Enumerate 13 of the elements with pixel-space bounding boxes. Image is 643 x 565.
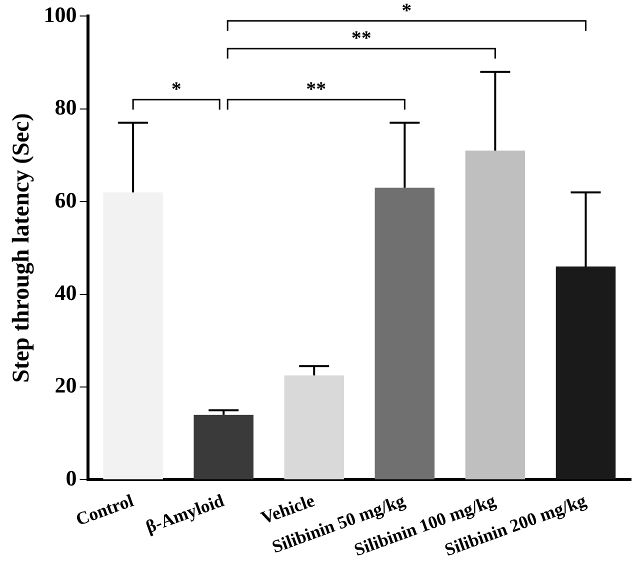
y-tick-label: 40 [54, 280, 77, 305]
x-tick-label: Control [73, 490, 136, 530]
y-tick-label: 100 [44, 2, 77, 27]
y-tick-label: 60 [54, 187, 77, 212]
annotation: * [171, 78, 182, 101]
annotation: * [402, 0, 412, 22]
y-tick-label: 80 [54, 94, 77, 120]
y-tick-label: 0 [66, 465, 77, 490]
y-tick-label: 20 [54, 372, 77, 398]
x-tick-label: Vehicle [258, 490, 318, 528]
annotation: ** [351, 28, 372, 50]
annotation: ** [306, 78, 326, 101]
y-axis-title: Step through latency (Sec) [8, 113, 35, 383]
